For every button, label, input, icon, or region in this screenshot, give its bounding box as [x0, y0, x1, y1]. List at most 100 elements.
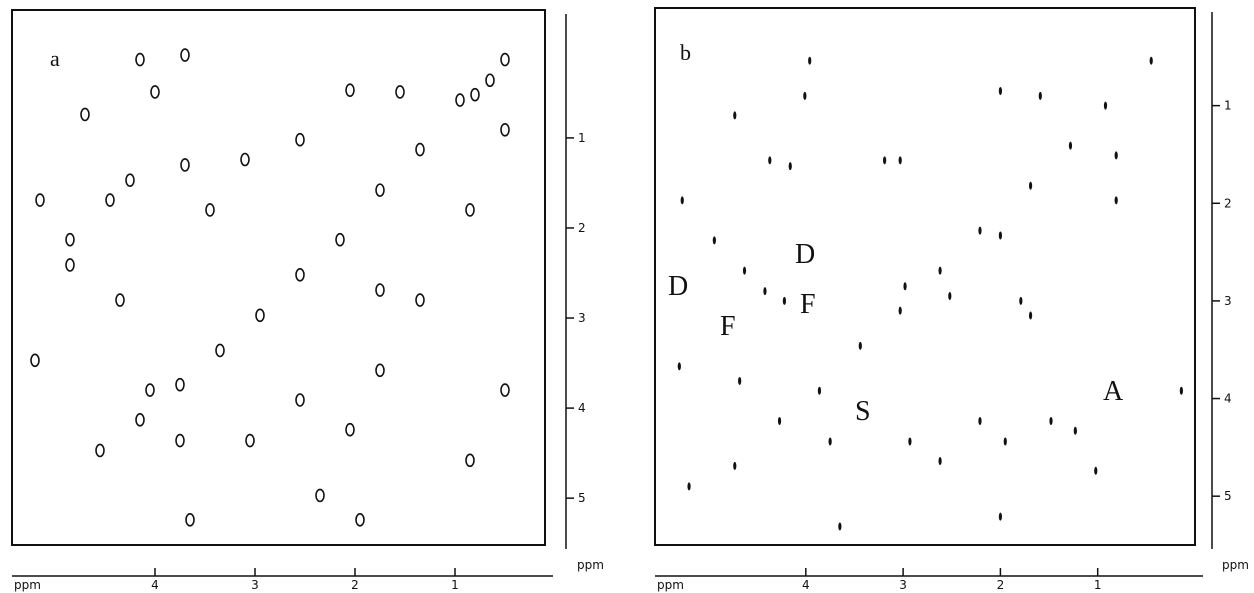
y-tick-label: 1: [1224, 99, 1232, 113]
cross-peak: [145, 383, 155, 397]
cross-peak: [828, 437, 832, 446]
cross-peak: [30, 353, 40, 368]
cross-peak: [1114, 151, 1118, 160]
cross-peak: [125, 173, 135, 188]
cross-peak: [903, 282, 907, 291]
cross-peak: [677, 362, 681, 371]
y-tick-label: 3: [578, 311, 586, 325]
y-axis-label: ppm: [1222, 558, 1249, 572]
cross-peak: [240, 152, 250, 167]
plot-frame: [654, 7, 1196, 546]
cross-peak: [782, 296, 787, 305]
cross-peak: [135, 413, 145, 427]
cross-peak: [415, 293, 425, 307]
panel-label: b: [680, 40, 691, 65]
cross-peak: [1068, 141, 1073, 150]
cross-peak: [1149, 56, 1153, 65]
cross-peak: [777, 417, 782, 426]
x-tick-label: 1: [451, 578, 459, 592]
cross-peak: [485, 73, 495, 88]
cross-peak: [1179, 386, 1183, 395]
cross-peak: [1038, 91, 1042, 100]
cross-peak: [245, 433, 255, 448]
cross-peak: [35, 193, 45, 207]
cross-peak: [763, 287, 767, 296]
x-tick-label: 2: [997, 578, 1005, 592]
cross-peak: [395, 85, 405, 99]
x-tick-label: 1: [1094, 578, 1102, 592]
cross-peak: [817, 386, 822, 395]
cross-peak: [295, 393, 305, 407]
cross-peak: [500, 383, 510, 397]
cross-peak: [115, 293, 125, 307]
cross-peak: [978, 417, 982, 426]
cross-peak: [175, 433, 185, 448]
cross-peak: [908, 437, 912, 446]
cross-peak: [180, 158, 190, 172]
cross-peak: [738, 376, 742, 385]
x-tick-label: 2: [351, 578, 359, 592]
cross-peak: [105, 193, 115, 207]
cross-peak: [185, 512, 195, 527]
annotation: D: [795, 239, 815, 270]
cross-peak: [1028, 311, 1033, 320]
cross-peak: [998, 512, 1003, 521]
cross-peak: [1028, 181, 1033, 190]
cross-peak: [1114, 196, 1118, 205]
cross-peak: [1019, 296, 1023, 305]
annotation: F: [720, 311, 736, 342]
cross-peak: [500, 122, 510, 137]
cross-peak: [1073, 426, 1077, 435]
cross-peak: [415, 142, 425, 157]
cross-peak: [858, 341, 862, 350]
panel-label: a: [50, 46, 60, 71]
annotation: A: [1103, 376, 1124, 407]
cross-peak: [465, 203, 475, 217]
x-tick-label: 4: [802, 578, 810, 592]
cross-peak: [768, 156, 772, 165]
cross-peak: [135, 52, 145, 67]
y-axis-label: ppm: [577, 558, 604, 572]
cross-peak: [687, 482, 691, 491]
y-tick-label: 2: [1224, 196, 1232, 210]
y-tick-label: 4: [1224, 392, 1232, 406]
cross-peak: [375, 363, 385, 378]
cross-peak: [80, 107, 90, 122]
cross-peak: [345, 83, 355, 97]
cross-peak: [733, 461, 737, 470]
cross-peak: [883, 156, 887, 165]
cross-peak: [898, 306, 902, 315]
cross-peak: [255, 308, 265, 323]
cross-peak: [355, 512, 365, 527]
y-tick-label: 3: [1224, 294, 1232, 308]
cross-peak: [65, 258, 75, 272]
cross-peak: [295, 267, 305, 282]
cross-peak: [95, 443, 105, 458]
cross-peak: [1094, 466, 1098, 475]
cross-peak: [295, 132, 305, 147]
cross-peak: [788, 162, 792, 171]
cross-peak: [938, 266, 942, 275]
cross-peak: [1103, 101, 1108, 110]
cross-peak: [315, 488, 325, 503]
x-tick-label: 3: [251, 578, 259, 592]
cross-peak: [335, 232, 345, 247]
cross-peak: [898, 156, 902, 165]
cross-peak: [838, 522, 842, 531]
cross-peak: [948, 292, 952, 301]
cross-peak: [375, 183, 385, 197]
cross-peak: [998, 86, 1003, 95]
cross-peak: [65, 232, 75, 247]
plot-frame: [11, 9, 546, 546]
cross-peak: [742, 266, 747, 275]
cross-peak: [733, 111, 737, 120]
cross-peak: [712, 236, 716, 245]
y-tick-label: 5: [578, 491, 586, 505]
x-tick-label: 4: [151, 578, 159, 592]
cross-peak: [455, 93, 465, 107]
x-tick-label: 3: [899, 578, 907, 592]
y-tick-label: 4: [578, 401, 586, 415]
annotation: F: [800, 289, 816, 320]
cross-peak: [680, 196, 684, 205]
